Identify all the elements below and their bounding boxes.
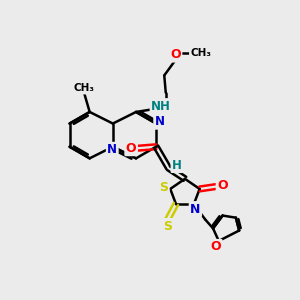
Text: CH₃: CH₃ [74, 83, 95, 93]
Text: N: N [107, 143, 117, 156]
Text: O: O [211, 240, 221, 254]
Text: N: N [155, 115, 165, 128]
Text: CH₃: CH₃ [190, 48, 211, 59]
Text: O: O [170, 48, 181, 61]
Text: O: O [126, 142, 136, 155]
Text: S: S [159, 181, 168, 194]
Text: H: H [172, 159, 182, 172]
Text: N: N [190, 202, 201, 216]
Text: O: O [217, 178, 228, 192]
Text: S: S [163, 220, 172, 232]
Text: NH: NH [151, 100, 171, 112]
